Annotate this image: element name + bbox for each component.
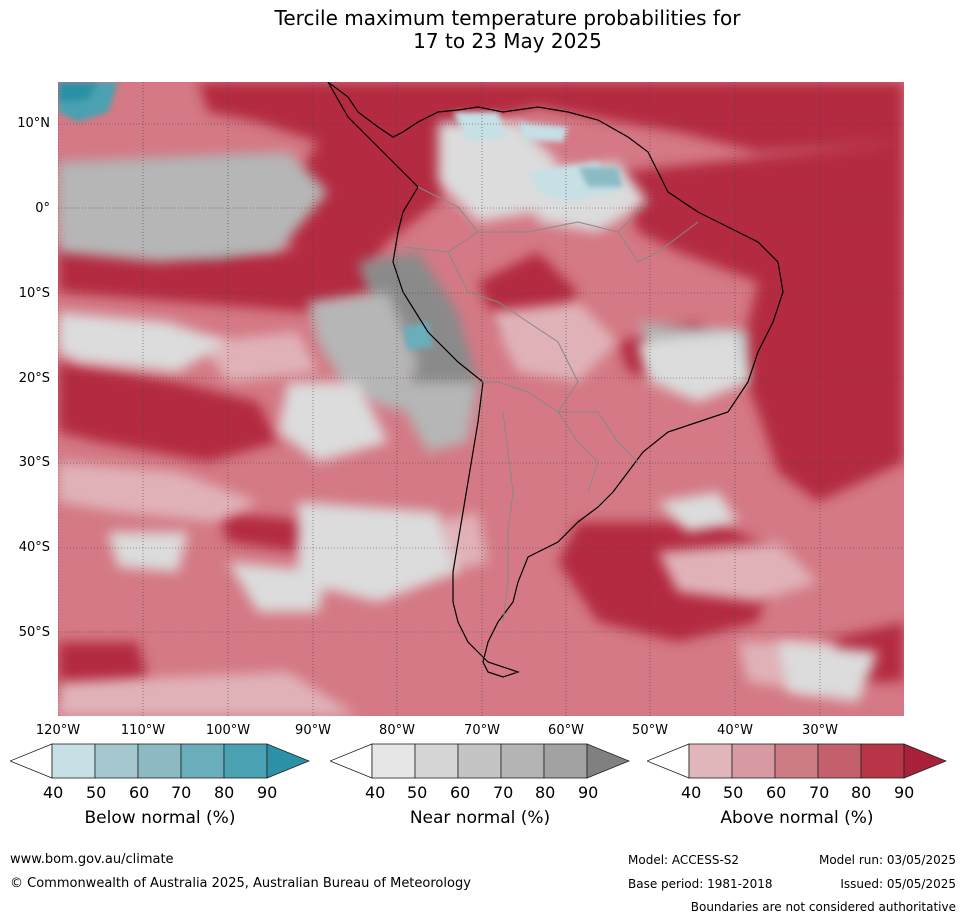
colorbar-below-normal (10, 743, 310, 779)
colorbar-above-title: Above normal (%) (720, 808, 874, 828)
cbar1-tick: 90 (578, 783, 599, 802)
lat-label-30s: 30°S (18, 455, 50, 470)
colorbar-segment (414, 743, 459, 779)
map-title-line1: Tercile maximum temperature probabilitie… (274, 6, 741, 30)
colorbar-extend-high (266, 743, 310, 779)
lat-label-10s: 10°S (18, 286, 50, 301)
lat-label-10n: 10°N (17, 116, 50, 131)
cbar2-tick: 70 (809, 783, 830, 802)
lat-label-50s: 50°S (18, 625, 50, 640)
lat-label-0: 0° (35, 201, 50, 216)
cbar2-tick: 50 (723, 783, 744, 802)
colorbar-segment (223, 743, 268, 779)
lat-label-20s: 20°S (18, 371, 50, 386)
map-title-line2: 17 to 23 May 2025 (413, 29, 602, 53)
colorbar-segment (180, 743, 225, 779)
footer-copyright: © Commonwealth of Australia 2025, Austra… (10, 876, 471, 891)
cbar1-tick: 40 (365, 783, 386, 802)
colorbar-extend-high (586, 743, 630, 779)
cbar0-tick: 70 (171, 783, 192, 802)
cbar2-tick: 60 (766, 783, 787, 802)
cbar2-tick: 90 (894, 783, 915, 802)
colorbar-extend-low (647, 743, 690, 779)
cbar1-tick: 50 (407, 783, 428, 802)
footer-model: Model: ACCESS-S2 (628, 853, 740, 867)
graticule (58, 82, 904, 716)
cbar2-tick: 40 (681, 783, 702, 802)
colorbar-segment (688, 743, 733, 779)
colorbar-near-title: Near normal (%) (409, 808, 551, 828)
lon-label-90w: 90°W (295, 723, 331, 738)
colorbar-segment (500, 743, 545, 779)
coastlines (327, 82, 784, 678)
lon-label-50w: 50°W (632, 723, 668, 738)
colorbar-segment (137, 743, 182, 779)
lon-label-100w: 100°W (205, 723, 251, 738)
colorbar-segment (457, 743, 502, 779)
cbar1-tick: 80 (535, 783, 556, 802)
lon-label-60w: 60°W (548, 723, 584, 738)
colorbar-extend-low (330, 743, 373, 779)
colorbar-segment (94, 743, 139, 779)
cbar0-tick: 40 (43, 783, 64, 802)
footer-model-run: Model run: 03/05/2025 (818, 853, 956, 867)
lat-label-40s: 40°S (18, 540, 50, 555)
colorbar-segment (860, 743, 905, 779)
colorbar-segment (774, 743, 819, 779)
cbar0-tick: 90 (257, 783, 278, 802)
map-svg (58, 82, 904, 716)
colorbar-extend-low (10, 743, 53, 779)
footer-base-period: Base period: 1981-2018 (628, 877, 773, 891)
cbar0-tick: 60 (129, 783, 150, 802)
colorbar-segment (543, 743, 588, 779)
colorbar-extend-high (903, 743, 947, 779)
lon-label-30w: 30°W (802, 723, 838, 738)
colorbar-segment (731, 743, 776, 779)
colorbar-segment (371, 743, 416, 779)
probability-map (58, 82, 904, 716)
cbar1-tick: 60 (450, 783, 471, 802)
footer-issued: Issued: 05/05/2025 (840, 877, 956, 891)
footer-disclaimer: Boundaries are not considered authoritat… (690, 900, 956, 914)
lon-label-40w: 40°W (717, 723, 753, 738)
colorbar-above-normal (647, 743, 947, 779)
lon-label-70w: 70°W (464, 723, 500, 738)
lon-label-120w: 120°W (35, 723, 81, 738)
lon-label-80w: 80°W (379, 723, 415, 738)
cbar0-tick: 50 (86, 783, 107, 802)
colorbar-near-normal (330, 743, 630, 779)
cbar0-tick: 80 (214, 783, 235, 802)
lon-label-110w: 110°W (120, 723, 166, 738)
footer-website: www.bom.gov.au/climate (10, 852, 174, 867)
colorbar-segment (817, 743, 862, 779)
country-borders (402, 186, 699, 623)
colorbar-segment (51, 743, 96, 779)
cbar2-tick: 80 (851, 783, 872, 802)
cbar1-tick: 70 (493, 783, 514, 802)
probability-field (58, 82, 904, 716)
colorbar-below-title: Below normal (%) (84, 808, 236, 828)
